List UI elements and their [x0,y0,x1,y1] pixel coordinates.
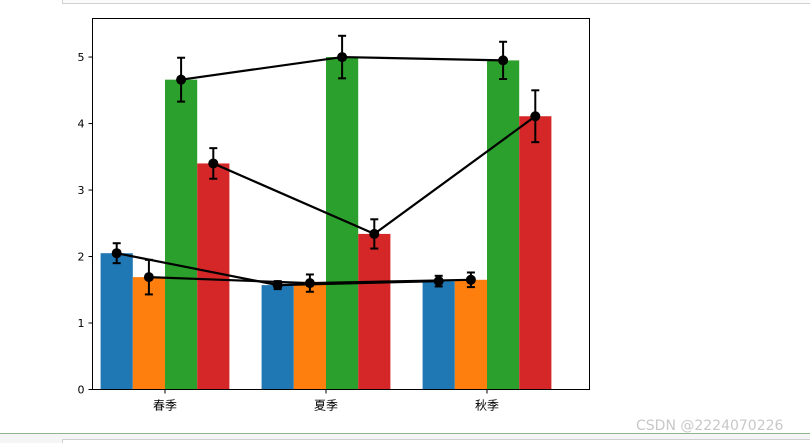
bar-series3-3 [487,60,520,390]
points-layer [111,52,541,291]
bar-series1-3 [422,281,455,390]
point-2-3 [465,274,476,285]
axes-frame [92,18,590,390]
point-2-2 [304,278,315,289]
bottom-band-inner [62,439,810,443]
y-tick-label-1: 1 [78,317,85,330]
y-tick-label-5: 5 [78,51,85,64]
bar-series2-2 [293,283,326,390]
point-1-3 [433,276,444,287]
point-4-1 [208,158,219,169]
point-4-3 [530,111,541,122]
bars-layer [100,57,552,390]
point-1-1 [111,248,122,259]
x-tick-label-1: 春季 [153,399,177,413]
bar-series4-2 [358,233,391,390]
bar-series1-2 [261,285,294,390]
top-frame [62,0,810,4]
bottom-band [0,433,810,443]
x-tick-label-3: 秋季 [475,399,499,413]
bar-series2-3 [454,279,487,390]
x-axis: 春季 夏季 秋季 [153,389,499,413]
bar-series2-1 [132,277,165,390]
point-2-1 [143,272,154,283]
point-3-3 [498,55,509,66]
bar-series3-1 [165,79,198,390]
point-1-2 [272,280,283,291]
bar-series3-2 [326,57,359,390]
y-axis: 0 1 2 3 4 5 [78,51,93,397]
y-tick-label-0: 0 [78,384,85,397]
bar-series4-3 [519,116,552,390]
point-3-1 [176,74,187,85]
x-tick-label-2: 夏季 [314,399,338,413]
y-tick-label-4: 4 [78,118,85,131]
csdn-watermark: CSDN @2224070226 [636,418,784,434]
y-tick-label-2: 2 [78,251,85,264]
point-4-2 [369,228,380,239]
bar-series1-1 [100,253,133,390]
y-tick-label-3: 3 [78,184,85,197]
bar-series4-1 [197,163,230,390]
point-3-2 [337,52,348,63]
